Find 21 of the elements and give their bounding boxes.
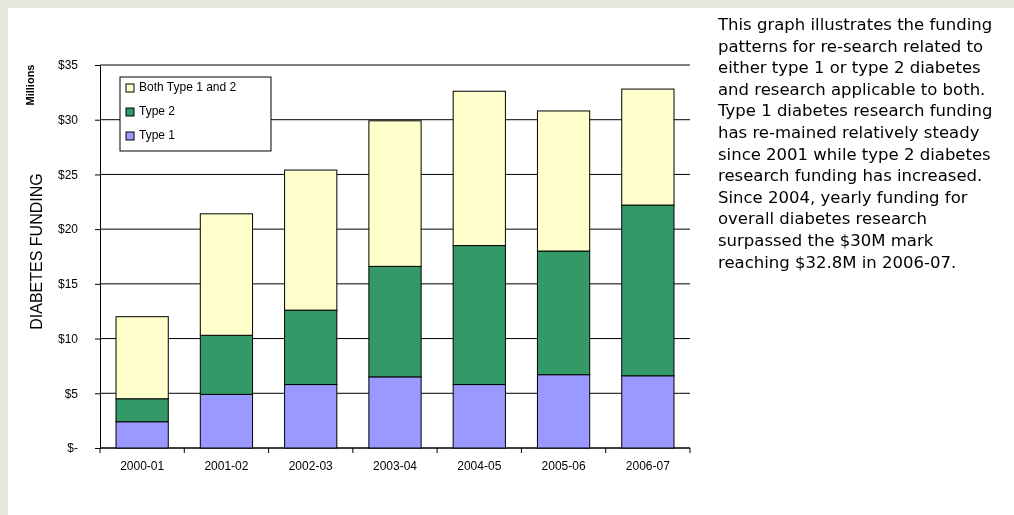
x-tick-label: 2003-04: [372, 459, 418, 474]
x-tick-label: 2001-02: [204, 459, 249, 474]
legend-label: Both Type 1 and 2: [139, 79, 237, 94]
x-tick-label: 2006-07: [625, 459, 671, 474]
text: This graph illustrates the funding patterns for re-search related to either type 1 or type 2 diabetes and research applicable to both. Type 1 diabetes research funding has re-mained relatively steady since 2001 while type 2 diabetes research funding has increased. Since 2004, yearly funding for overall diabetes research surpassed the $30M mark reaching $32.8M in 2006-07.: [718, 15, 993, 272]
x-tick-label: 2002-03: [288, 459, 334, 474]
y-tick-label: $25: [57, 167, 79, 182]
x-tick-label: 2000-01: [120, 459, 165, 474]
x-tick-label: 2005-06: [541, 459, 586, 474]
y-axis-title: DIABETES FUNDING: [28, 173, 45, 330]
y-tick-label: $15: [57, 277, 79, 292]
y-tick-label: $-: [67, 441, 78, 456]
legend-label: Type 2: [139, 103, 176, 118]
y-tick-label: $5: [64, 386, 79, 401]
x-tick-label: 2004-05: [457, 459, 502, 474]
legend-label: Type 1: [139, 127, 176, 142]
y-tick-label: $20: [57, 222, 79, 237]
y-tick-label: $30: [57, 113, 79, 128]
y-tick-label: $35: [57, 58, 79, 73]
y-tick-label: $10: [57, 331, 79, 346]
text: Millions: [24, 64, 36, 106]
